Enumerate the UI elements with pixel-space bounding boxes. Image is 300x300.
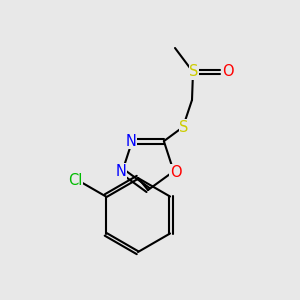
Text: O: O: [222, 64, 234, 80]
Text: Cl: Cl: [68, 173, 83, 188]
Text: S: S: [179, 119, 189, 134]
Text: N: N: [116, 164, 127, 179]
Text: N: N: [126, 134, 136, 149]
Text: O: O: [170, 165, 182, 180]
Text: S: S: [189, 64, 199, 80]
